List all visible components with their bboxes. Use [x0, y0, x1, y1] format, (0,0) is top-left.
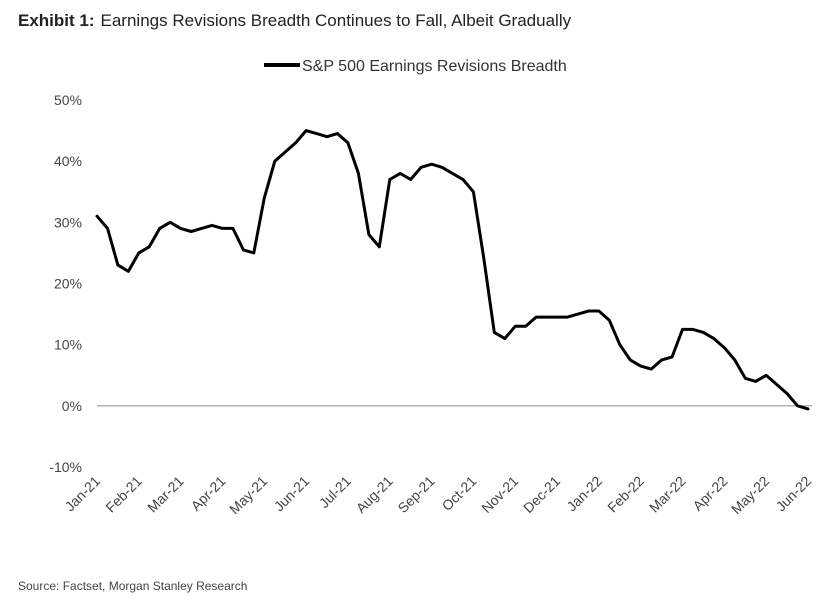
- x-tick-label: Jul-21: [316, 473, 354, 511]
- x-tick-label: Apr-22: [689, 473, 730, 514]
- y-tick-label: 10%: [54, 337, 82, 353]
- x-tick-label: Dec-21: [520, 473, 563, 516]
- data-line: [95, 129, 810, 411]
- y-tick-label: 20%: [54, 276, 82, 292]
- x-tick-label: Jan-21: [62, 473, 104, 515]
- y-tick-label: -10%: [49, 459, 82, 475]
- y-tick-label: 0%: [62, 398, 82, 414]
- x-tick-label: May-22: [728, 473, 772, 517]
- y-tick-label: 30%: [54, 214, 82, 230]
- x-tick-label: Sep-21: [394, 473, 437, 516]
- x-tick-label: Mar-22: [646, 473, 689, 516]
- x-tick-label: Oct-21: [439, 473, 480, 514]
- source: Source: Factset, Morgan Stanley Research: [18, 579, 247, 593]
- y-tick-label: 40%: [54, 153, 82, 169]
- exhibit-label: Exhibit 1:: [18, 11, 95, 30]
- x-tick-label: Jun-21: [271, 473, 313, 515]
- x-tick-label: Mar-21: [144, 473, 187, 516]
- y-tick-label: 50%: [54, 92, 82, 108]
- x-tick-label: Nov-21: [478, 473, 521, 516]
- chart-title: Exhibit 1: Earnings Revisions Breadth Con…: [18, 11, 572, 30]
- x-tick-label: Jan-22: [563, 473, 605, 515]
- legend-label: S&P 500 Earnings Revisions Breadth: [302, 58, 567, 75]
- x-tick-label: Feb-21: [102, 473, 145, 516]
- x-tick-label: Jun-22: [773, 473, 815, 515]
- x-tick-label: Apr-21: [188, 473, 229, 514]
- x-tick-label: May-21: [226, 473, 270, 517]
- x-tick-label: Feb-22: [604, 473, 647, 516]
- title-text: Earnings Revisions Breadth Continues to …: [101, 11, 572, 30]
- x-tick-label: Aug-21: [353, 473, 396, 516]
